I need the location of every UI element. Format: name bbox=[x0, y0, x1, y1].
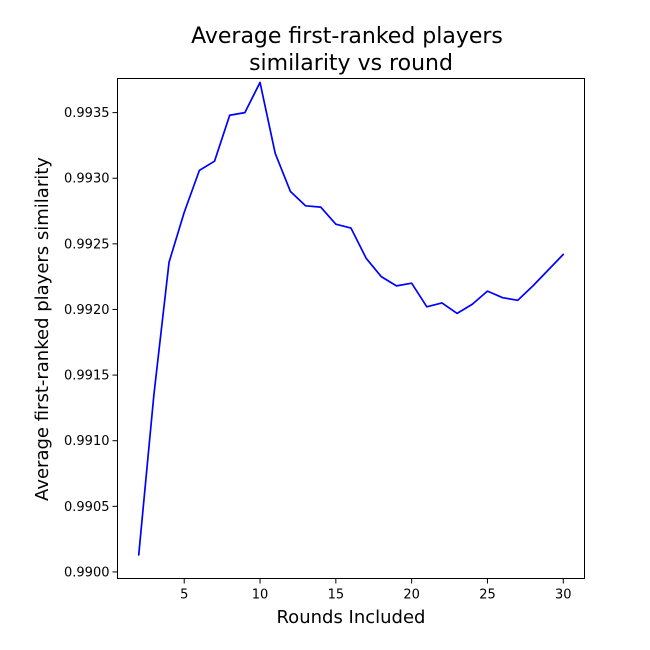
y-tick-label: 0.9900 bbox=[64, 565, 110, 580]
y-tick-label: 0.9925 bbox=[64, 237, 110, 252]
x-tick-label: 30 bbox=[555, 588, 572, 603]
x-tick-label: 20 bbox=[403, 588, 420, 603]
series-line bbox=[137, 81, 565, 556]
plot-area bbox=[137, 81, 565, 556]
y-tick-label: 0.9905 bbox=[64, 500, 110, 515]
y-tick-label: 0.9910 bbox=[64, 434, 110, 449]
y-tick-label: 0.9920 bbox=[64, 303, 110, 318]
y-axis-label: Average first-ranked players similarity bbox=[32, 157, 53, 501]
chart-title-line-1: Average first-ranked players bbox=[191, 24, 503, 49]
x-tick-label: 10 bbox=[252, 588, 269, 603]
y-tick-label: 0.9915 bbox=[64, 369, 110, 384]
y-tick-label: 0.9930 bbox=[64, 172, 110, 187]
plot-frame bbox=[117, 78, 585, 579]
x-tick-label: 25 bbox=[479, 588, 496, 603]
x-tick-label: 5 bbox=[180, 588, 188, 603]
chart-title-line-2: similarity vs round bbox=[249, 51, 453, 76]
x-axis-label: Rounds Included bbox=[276, 607, 425, 628]
y-tick-label: 0.9935 bbox=[64, 106, 110, 121]
x-tick-label: 15 bbox=[328, 588, 345, 603]
